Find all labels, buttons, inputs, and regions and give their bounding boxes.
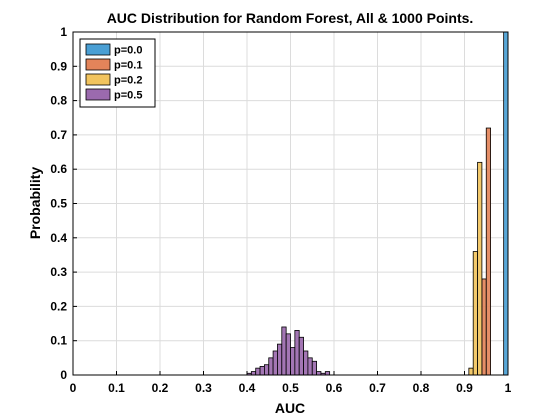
bar-p-0-1-0 <box>481 278 487 376</box>
y-tick-label: 0.8 <box>50 94 67 108</box>
x-tick-label: 0.3 <box>195 381 212 395</box>
bar-p-0-5-14 <box>307 357 313 376</box>
x-axis-label: AUC <box>275 400 305 416</box>
chart-title: AUC Distribution for Random Forest, All … <box>107 10 474 26</box>
bar-p-0-5-16 <box>316 371 322 376</box>
x-tick-label: 0.6 <box>326 381 343 395</box>
legend-label: p=0.1 <box>114 60 142 72</box>
bar-p-0-5-18 <box>324 371 331 376</box>
bar-p-0-2-0 <box>468 367 474 376</box>
y-tick-label: 1 <box>60 25 67 39</box>
y-tick-label: 0.2 <box>50 299 67 313</box>
bar-p-0-5-2 <box>255 367 261 376</box>
legend-swatch <box>85 73 111 86</box>
bar-p-0-5-6 <box>272 350 278 376</box>
bar-p-0-5-5 <box>268 357 274 376</box>
x-tick-label: 1 <box>505 381 512 395</box>
x-tick-label: 0.7 <box>369 381 386 395</box>
legend-swatch <box>85 58 111 71</box>
bar-p-0-5-8 <box>281 326 287 376</box>
bar-p-0-2-1 <box>472 251 478 376</box>
x-tick-label: 0.9 <box>456 381 473 395</box>
bar-p-0-5-12 <box>298 336 304 376</box>
bar-p-0-5-10 <box>290 347 296 376</box>
legend-label: p=0.2 <box>114 75 142 87</box>
bar-p-0-5-9 <box>285 333 291 376</box>
legend-swatch <box>85 88 111 101</box>
bar-p-0-5-4 <box>263 364 270 376</box>
legend-label: p=0.0 <box>114 45 142 57</box>
bar-p-0-0-0 <box>503 31 509 376</box>
bar-p-0-5-13 <box>303 350 309 376</box>
x-tick-label: 0.8 <box>413 381 430 395</box>
x-tick-label: 0 <box>70 381 77 395</box>
y-tick-label: 0.9 <box>50 59 67 73</box>
bar-p-0-5-3 <box>259 366 265 376</box>
y-tick-label: 0.3 <box>50 265 67 279</box>
x-tick-label: 0.4 <box>239 381 256 395</box>
bar-p-0-5-11 <box>294 330 300 376</box>
bar-p-0-5-15 <box>311 360 317 376</box>
y-tick-label: 0.1 <box>50 334 67 348</box>
x-tick-label: 0.5 <box>282 381 299 395</box>
y-tick-label: 0.6 <box>50 162 67 176</box>
bar-p-0-2-2 <box>477 161 483 376</box>
y-tick-label: 0.5 <box>50 197 67 211</box>
y-tick-label: 0.7 <box>50 128 67 142</box>
bar-p-0-5-7 <box>277 343 283 376</box>
y-tick-label: 0.4 <box>50 231 67 245</box>
x-tick-label: 0.1 <box>108 381 125 395</box>
legend-swatch <box>85 43 111 56</box>
y-axis-label: Probability <box>27 167 43 240</box>
legend: p=0.0 p=0.1 p=0.2 p=0.5 <box>79 38 156 108</box>
tick-labels: 0 0.1 0.2 0.3 0.4 0.5 0.6 0.7 0.8 0.9 1 0 0.1 0.2 0.3 0… <box>50 25 511 395</box>
bar-p-0-5-1 <box>250 371 257 376</box>
x-tick-label: 0.2 <box>152 381 169 395</box>
bar-p-0-1-1 <box>485 127 491 376</box>
legend-label: p=0.5 <box>114 90 142 102</box>
y-tick-label: 0 <box>60 368 67 382</box>
